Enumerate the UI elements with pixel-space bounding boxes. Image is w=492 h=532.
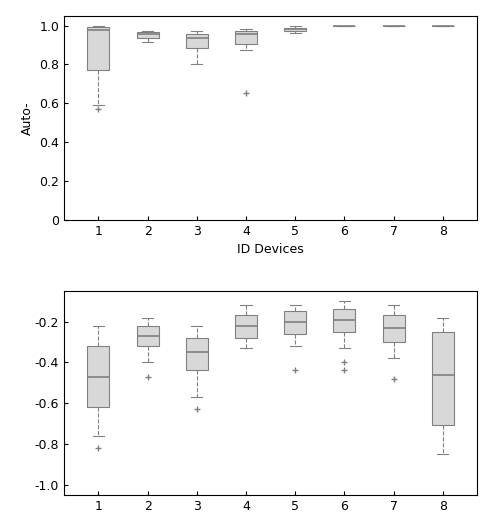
PathPatch shape: [137, 32, 159, 38]
PathPatch shape: [88, 27, 110, 70]
PathPatch shape: [235, 31, 257, 44]
PathPatch shape: [432, 332, 454, 426]
Y-axis label: Auto-: Auto-: [21, 101, 33, 135]
PathPatch shape: [235, 315, 257, 338]
PathPatch shape: [284, 28, 307, 31]
PathPatch shape: [383, 315, 405, 342]
PathPatch shape: [88, 346, 110, 407]
PathPatch shape: [334, 309, 356, 332]
X-axis label: ID Devices: ID Devices: [237, 243, 304, 256]
PathPatch shape: [186, 35, 208, 48]
PathPatch shape: [284, 311, 307, 334]
PathPatch shape: [137, 326, 159, 346]
PathPatch shape: [186, 338, 208, 370]
